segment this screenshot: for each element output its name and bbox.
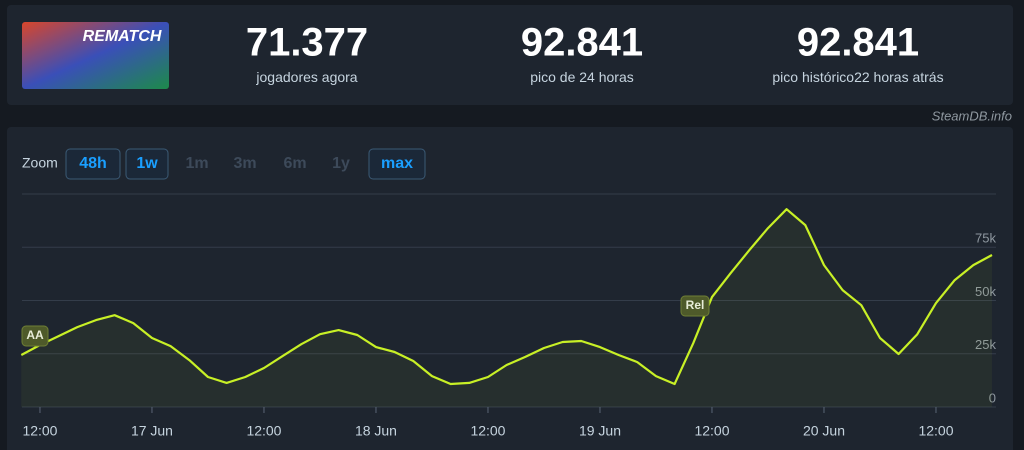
x-tick-label: 18 Jun bbox=[355, 423, 397, 439]
zoom-button-frame[interactable] bbox=[65, 148, 121, 180]
stat-label-text: pico de 24 horas bbox=[530, 69, 634, 85]
game-logo: REMATCH bbox=[83, 28, 162, 45]
zoom-button[interactable]: 6m bbox=[283, 155, 306, 172]
stat-value: 92.841 bbox=[797, 21, 919, 65]
x-tick-label: 12:00 bbox=[22, 423, 57, 439]
stat-label-text: jogadores agora bbox=[255, 69, 357, 85]
zoom-button[interactable]: max bbox=[381, 155, 413, 172]
stat-label-text: pico histórico bbox=[772, 69, 854, 85]
line bbox=[20, 208, 993, 386]
y-tick-label: 0 bbox=[989, 390, 996, 405]
plot: 0 25k 50k 75k 12:00 17 Jun 12:00 18 Jun 12:00 19 … bbox=[20, 193, 996, 439]
area bbox=[21, 209, 993, 407]
zoom-buttons: 48h 1w 1m 3m 6m 1y max bbox=[65, 148, 426, 180]
x-tick-label: 20 Jun bbox=[803, 423, 845, 439]
y-tick-label: 25k bbox=[975, 337, 996, 352]
zoom-button[interactable]: 1y bbox=[332, 155, 350, 172]
x-tick-label: 12:00 bbox=[694, 423, 729, 439]
y-tick-label: 50k bbox=[975, 284, 996, 299]
zoom-button[interactable]: 3m bbox=[233, 155, 256, 172]
annotation-label[interactable]: AA bbox=[26, 328, 44, 342]
zoom-button[interactable]: 48h bbox=[79, 155, 107, 172]
zoom-button-frame[interactable] bbox=[368, 148, 426, 180]
stat-value: 71.377 bbox=[246, 21, 368, 65]
x-tick-label: 17 Jun bbox=[131, 423, 173, 439]
y-tick-label: 75k bbox=[975, 231, 996, 246]
annotation-flag[interactable] bbox=[680, 295, 710, 317]
stat-note: 22 horas atrás bbox=[854, 69, 944, 85]
annotation-label[interactable]: Rel bbox=[686, 298, 705, 312]
stat-label: jogadores agora bbox=[255, 69, 357, 85]
x-tick-label: 19 Jun bbox=[579, 423, 621, 439]
stats: 71.377 jogadores agora 92.841 pico de 24 ho… bbox=[246, 21, 944, 85]
stat-value: 92.841 bbox=[521, 21, 643, 65]
chart-panel bbox=[7, 127, 1013, 450]
stats-panel bbox=[7, 5, 1013, 105]
zoom-button-frame[interactable] bbox=[125, 148, 169, 180]
annotation-flag[interactable] bbox=[21, 325, 49, 347]
zoom-button[interactable]: 1w bbox=[136, 155, 158, 172]
game-thumbnail[interactable] bbox=[22, 22, 169, 89]
x-tick-label: 12:00 bbox=[246, 423, 281, 439]
x-tick-label: 12:00 bbox=[918, 423, 953, 439]
stat-label: pico de 24 horas bbox=[530, 69, 634, 85]
x-tick-label: 12:00 bbox=[470, 423, 505, 439]
zoom-button[interactable]: 1m bbox=[185, 155, 208, 172]
zoom-label: Zoom bbox=[22, 155, 58, 171]
source: SteamDB.info bbox=[932, 108, 1012, 123]
stat-label: pico histórico22 horas atrás bbox=[772, 69, 943, 85]
